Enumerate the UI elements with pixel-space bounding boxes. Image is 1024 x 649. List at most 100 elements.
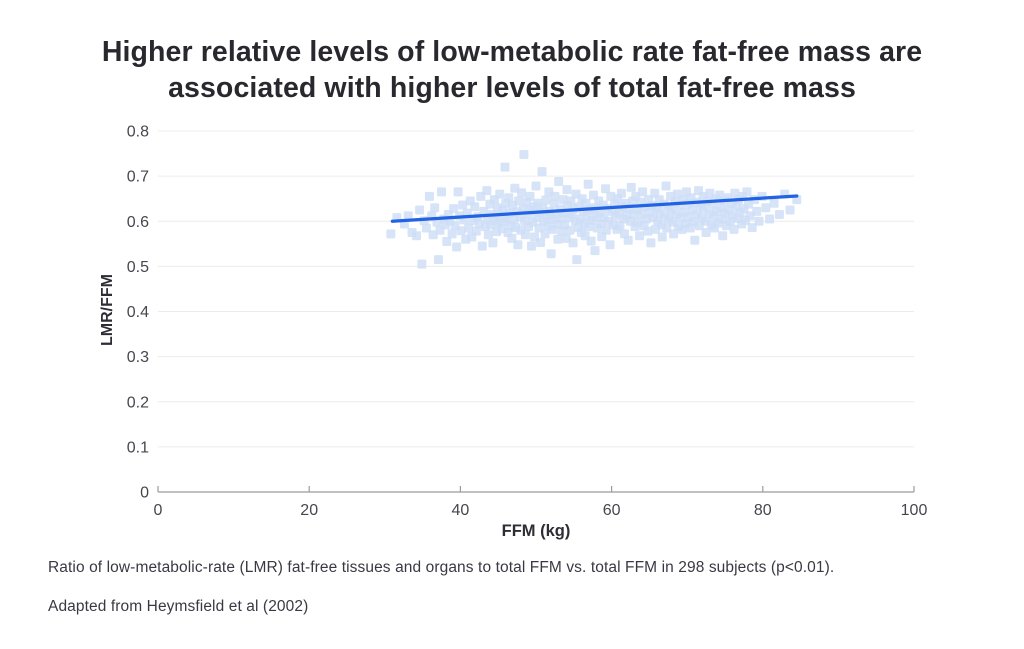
scatter-point <box>386 229 396 239</box>
scatter-point <box>586 236 596 246</box>
scatter-point <box>520 230 530 240</box>
scatter-point <box>495 189 505 199</box>
y-tick-label: 0.5 <box>127 259 149 276</box>
scatter-point <box>421 223 431 233</box>
scatter-point <box>500 162 510 172</box>
scatter-point <box>615 221 625 231</box>
scatter-point <box>562 185 572 195</box>
scatter-point <box>641 214 651 224</box>
caption-text: Ratio of low-metabolic-rate (LMR) fat-fr… <box>48 559 835 576</box>
scatter-point <box>536 237 546 247</box>
scatter-point <box>581 198 591 208</box>
x-tick-label: 20 <box>300 502 318 519</box>
chart-title-line2: associated with higher levels of total f… <box>168 72 856 104</box>
source-text: Adapted from Heymsfield et al (2002) <box>48 598 309 615</box>
y-tick-label: 0.1 <box>127 439 149 456</box>
scatter-point <box>774 209 784 219</box>
x-tick-label: 0 <box>154 502 163 519</box>
scatter-point <box>635 231 645 241</box>
scatter-point <box>701 228 711 238</box>
scatter-point <box>519 149 529 159</box>
scatter-point <box>765 214 775 224</box>
scatter-point <box>514 196 524 206</box>
scatter-point <box>785 205 795 215</box>
y-tick-label: 0.8 <box>127 124 149 141</box>
scatter-point <box>769 198 779 208</box>
scatter-point <box>483 230 493 240</box>
scatter-point <box>541 195 551 205</box>
y-tick-label: 0.7 <box>127 169 149 186</box>
scatter-point <box>638 187 648 197</box>
scatter-point <box>430 203 440 213</box>
scatter-point <box>479 206 489 216</box>
scatter-point <box>525 191 535 201</box>
scatter-point <box>456 226 466 236</box>
scatter-point <box>554 177 564 187</box>
scatter-point <box>761 203 771 213</box>
scatter-point <box>477 241 487 251</box>
y-tick-label: 0.4 <box>127 304 149 321</box>
scatter-point <box>646 238 656 248</box>
scatter-point <box>623 235 633 245</box>
scatter-point <box>510 183 520 193</box>
scatter-point <box>513 240 523 250</box>
scatter-point <box>669 229 679 239</box>
scatter-point <box>433 255 443 265</box>
scatter-point <box>537 167 547 177</box>
scatter-point <box>498 205 508 215</box>
scatter-point <box>403 211 413 221</box>
scatter-point <box>412 231 422 241</box>
scatter-point <box>453 187 463 197</box>
scatter-point <box>553 234 563 244</box>
scatter-point <box>745 211 755 221</box>
scatter-point <box>458 200 468 210</box>
scatter-point <box>657 232 667 242</box>
scatter-point <box>452 242 462 252</box>
scatter-point <box>447 229 457 239</box>
scatter-point <box>566 196 576 206</box>
scatter-point <box>718 231 728 241</box>
scatter-point <box>606 191 616 201</box>
scatter-point <box>550 191 560 201</box>
scatter-point <box>449 204 459 214</box>
scatter-point <box>690 235 700 245</box>
scatter-point <box>470 202 480 212</box>
scatter-point <box>616 188 626 198</box>
scatter-point <box>464 223 474 233</box>
scatter-point <box>572 255 582 265</box>
scatter-point <box>590 246 600 256</box>
scatter-point <box>531 181 541 191</box>
scatter-point <box>747 223 757 233</box>
scatter-point <box>601 184 611 194</box>
y-tick-label: 0 <box>140 485 149 502</box>
scatter-point <box>561 233 571 243</box>
x-axis-label: FFM (kg) <box>501 522 571 540</box>
scatter-point <box>752 206 762 216</box>
scatter-point <box>661 181 671 191</box>
y-tick-label: 0.6 <box>127 214 149 231</box>
scatter-point <box>482 186 492 196</box>
y-tick-label: 0.2 <box>127 394 149 411</box>
scatter-point <box>526 241 536 251</box>
scatter-point <box>517 188 527 198</box>
scatter-point <box>540 229 550 239</box>
y-axis-label: LMR/FFM <box>99 274 116 346</box>
x-tick-label: 100 <box>901 502 928 519</box>
scatter-point <box>437 187 446 197</box>
scatter-point <box>428 230 438 240</box>
chart-title-line1: Higher relative levels of low-metabolic … <box>101 36 923 68</box>
scatter-point <box>415 205 425 215</box>
scatter-point <box>742 187 752 197</box>
scatter-point <box>643 226 653 236</box>
y-tick-label: 0.3 <box>127 349 149 366</box>
x-tick-label: 60 <box>603 502 621 519</box>
scatter-point <box>605 240 615 250</box>
scatter-point <box>538 203 548 213</box>
scatter-point <box>583 179 593 189</box>
scatter-point <box>754 216 764 226</box>
scatter-point <box>442 237 452 247</box>
scatter-point <box>546 249 556 259</box>
x-tick-label: 80 <box>754 502 772 519</box>
